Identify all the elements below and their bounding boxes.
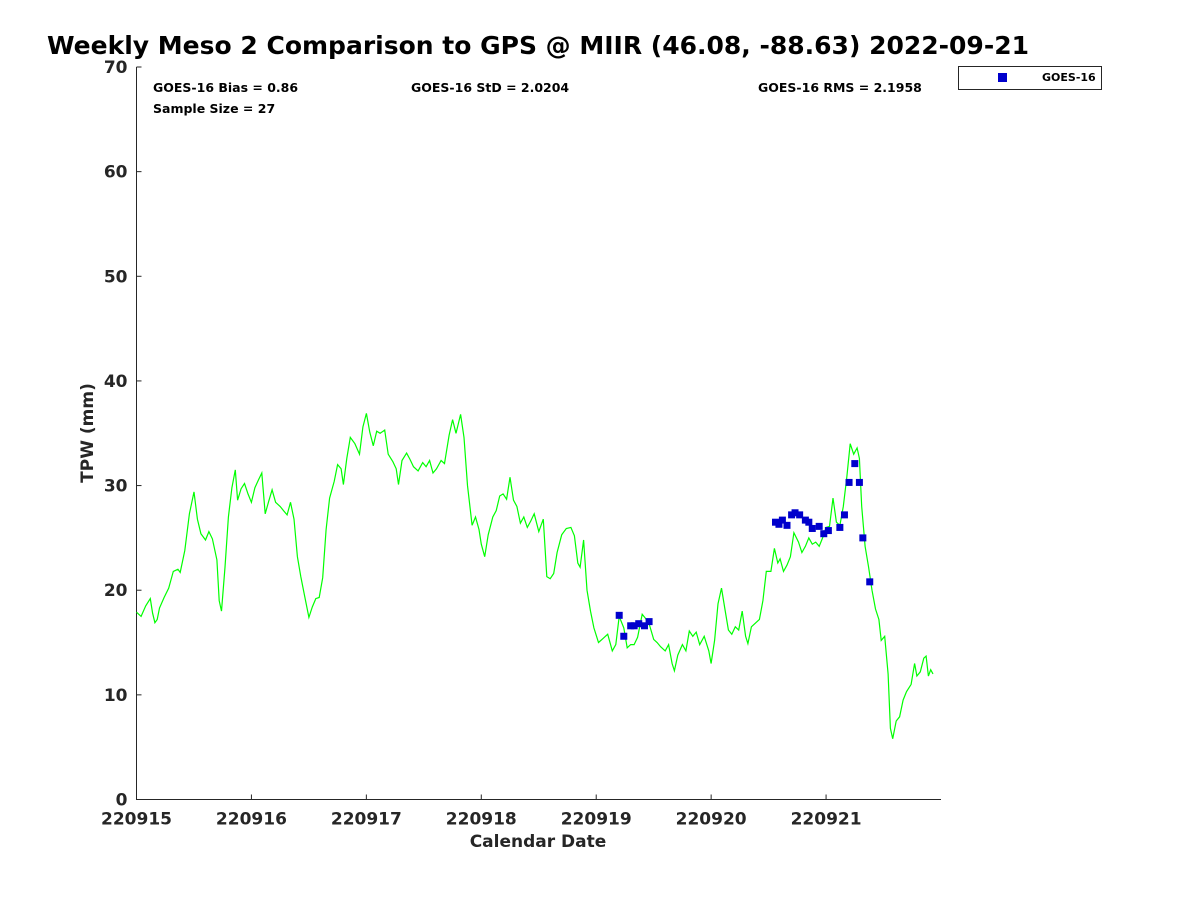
goes16-point <box>630 622 638 630</box>
chart-title: Weekly Meso 2 Comparison to GPS @ MIIR (… <box>47 31 1029 60</box>
goes16-point <box>866 578 874 586</box>
goes16-point <box>840 511 848 519</box>
legend-label-goes16: GOES-16 <box>1042 71 1096 84</box>
goes16-point <box>855 478 863 486</box>
x-tick-label: 220915 <box>101 810 172 830</box>
goes16-point <box>851 460 859 468</box>
stats-annotation: GOES-16 Bias = 0.86 GOES-16 StD = 2.0204… <box>153 80 922 116</box>
x-tick-label: 220920 <box>676 810 747 830</box>
y-tick-label: 20 <box>104 581 128 601</box>
goes-points-layer <box>615 460 874 640</box>
y-ticks: 0 10 20 30 40 50 60 70 <box>104 58 142 811</box>
x-ticks: 220915 220916 220917 220918 220919 220920 2209… <box>101 794 862 830</box>
goes16-point <box>820 530 828 538</box>
y-tick-label: 70 <box>104 58 128 78</box>
legend: GOES-16 <box>958 66 1102 90</box>
x-tick-label: 220919 <box>561 810 632 830</box>
x-tick-label: 220921 <box>791 810 862 830</box>
y-tick-label: 0 <box>116 791 128 811</box>
sample-size-stat: Sample Size = 27 <box>153 101 275 116</box>
x-tick-label: 220916 <box>216 810 287 830</box>
goes16-point <box>635 620 643 628</box>
x-tick-label: 220917 <box>331 810 402 830</box>
goes16-point <box>783 521 791 529</box>
goes16-point <box>815 522 823 530</box>
gps-tpw-line <box>136 413 934 739</box>
goes16-point <box>775 520 783 528</box>
legend-box <box>958 66 1102 90</box>
goes16-point <box>620 632 628 640</box>
x-axis-label: Calendar Date <box>470 832 607 852</box>
goes16-point <box>791 509 799 517</box>
std-stat: GOES-16 StD = 2.0204 <box>411 80 569 95</box>
y-tick-label: 50 <box>104 267 128 287</box>
goes16-point <box>836 523 844 531</box>
goes16-point <box>796 511 804 519</box>
y-tick-label: 60 <box>104 163 128 183</box>
plot-area: 0 10 20 30 40 50 60 70 220915 220916 220917 220918… <box>101 58 941 830</box>
legend-marker-goes16 <box>998 73 1007 82</box>
gps-line-layer <box>136 413 934 739</box>
goes16-point <box>615 611 623 619</box>
goes16-point <box>845 478 853 486</box>
y-tick-label: 30 <box>104 477 128 497</box>
goes16-point <box>645 618 653 626</box>
goes16-point <box>805 518 813 526</box>
y-tick-label: 40 <box>104 372 128 392</box>
bias-stat: GOES-16 Bias = 0.86 <box>153 80 298 95</box>
goes16-point <box>859 534 867 542</box>
goes16-point <box>808 524 816 532</box>
y-axis-label: TPW (mm) <box>78 383 98 483</box>
goes16-point <box>640 622 648 630</box>
goes16-point <box>778 516 786 524</box>
x-tick-label: 220918 <box>446 810 517 830</box>
rms-stat: GOES-16 RMS = 2.1958 <box>758 80 922 95</box>
y-tick-label: 10 <box>104 686 128 706</box>
goes16-point <box>824 527 832 535</box>
